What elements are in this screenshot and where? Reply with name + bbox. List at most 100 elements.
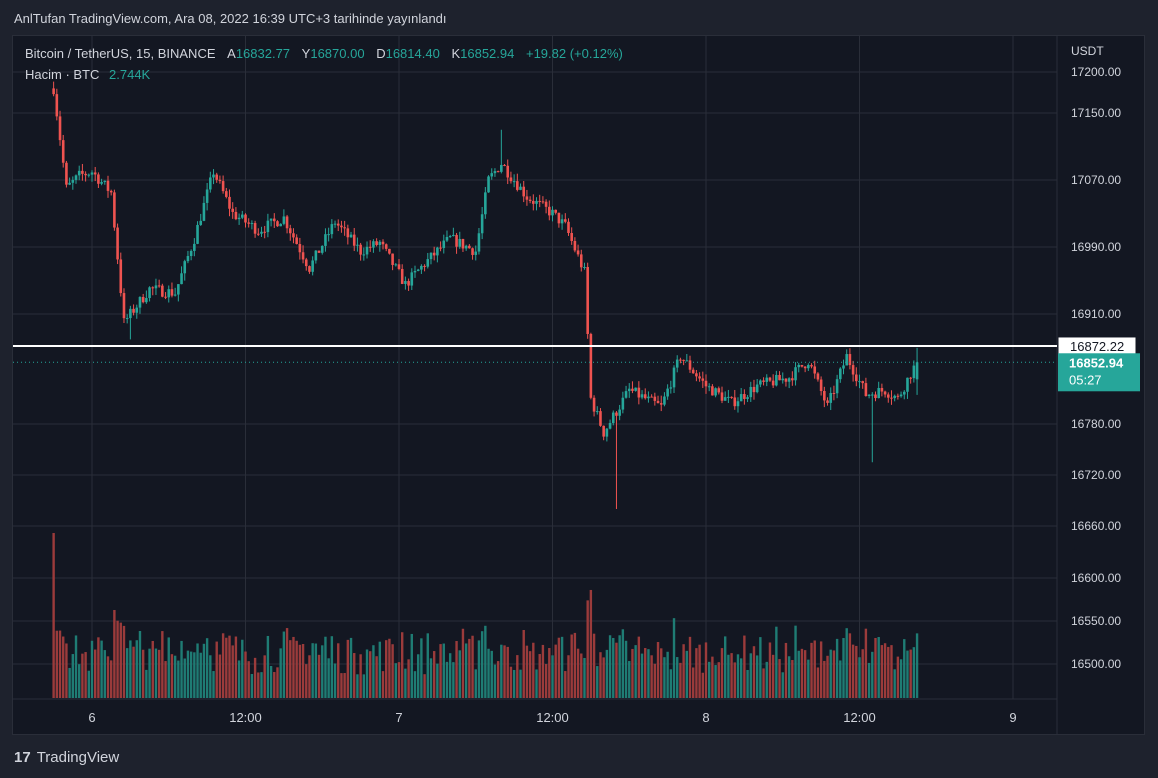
candle-body: [701, 378, 705, 381]
volume-bar: [308, 655, 311, 698]
candle-body: [506, 165, 510, 178]
candle-body: [557, 212, 561, 224]
volume-bar: [292, 636, 295, 698]
volume-bar: [62, 636, 65, 698]
candle-body: [164, 296, 167, 298]
candle-body: [397, 264, 401, 269]
volume-bar: [397, 662, 401, 698]
candle-body: [372, 241, 375, 248]
symbol-label[interactable]: Bitcoin / TetherUS, 15, BINANCE: [25, 46, 216, 61]
volume-bar: [493, 664, 497, 698]
volume-bar: [883, 643, 887, 698]
volume-bar: [775, 626, 778, 698]
volume-bar: [612, 637, 615, 698]
volume-bar: [580, 653, 583, 698]
candle-body: [503, 164, 506, 166]
candle-body: [103, 180, 107, 182]
volume-bar: [535, 669, 538, 698]
volume-bar: [135, 640, 138, 698]
volume-bar: [752, 646, 756, 698]
volume-bar: [551, 655, 554, 698]
candle-body: [496, 171, 500, 173]
volume-bar: [90, 640, 94, 698]
candle-body: [260, 231, 263, 234]
candle-body: [336, 223, 340, 226]
volume-bar: [653, 663, 657, 698]
volume-bar: [404, 668, 407, 698]
volume-bar: [416, 654, 420, 698]
candle-body: [842, 365, 845, 369]
volume-bar: [148, 648, 151, 698]
candle-body: [659, 403, 663, 405]
volume-bar: [189, 651, 193, 698]
candle-body: [548, 206, 551, 216]
volume-bar: [685, 650, 689, 698]
volume-bar: [896, 656, 900, 698]
volume-bar: [669, 669, 673, 698]
candle-body: [880, 387, 884, 392]
volume-bar: [583, 657, 586, 698]
candle-body: [468, 245, 471, 249]
volume-bar: [874, 637, 877, 698]
volume-bar: [573, 632, 577, 698]
volume-bar: [436, 663, 439, 698]
candle-body: [768, 377, 772, 381]
price-tick-label: 17150.00: [1071, 106, 1121, 120]
candle-body: [832, 393, 836, 395]
volume-bar: [688, 636, 692, 698]
volume-bar: [567, 655, 570, 698]
low-value: 16814.40: [385, 46, 440, 61]
candle-body: [288, 228, 292, 234]
candle-body: [161, 285, 164, 297]
volume-bar: [861, 649, 864, 698]
volume-bar: [129, 640, 132, 698]
volume-bar: [823, 660, 826, 698]
volume-bar: [317, 654, 321, 698]
volume-bar: [221, 633, 225, 698]
candle-body: [733, 397, 737, 407]
candle-body: [915, 362, 919, 380]
candle-body: [675, 359, 679, 368]
candle-body: [314, 250, 318, 261]
volume-bar: [877, 637, 880, 698]
volume-bar: [141, 649, 145, 698]
candle-body: [167, 289, 171, 298]
close-value: 16852.94: [460, 46, 515, 61]
time-tick-label: 12:00: [843, 710, 876, 725]
volume-bar: [663, 657, 666, 698]
volume-bar: [867, 662, 871, 698]
candle-body: [845, 354, 849, 366]
volume-bar: [145, 669, 148, 698]
candle-body: [381, 241, 385, 245]
volume-bar: [803, 650, 807, 698]
volume-bar: [253, 657, 257, 698]
open-value: 16832.77: [235, 46, 291, 61]
candle-body: [458, 239, 462, 247]
volume-bar: [391, 644, 394, 698]
volume-bar: [858, 657, 861, 698]
candle-body: [145, 298, 148, 303]
candle-body: [608, 423, 612, 429]
candle-body: [800, 364, 804, 367]
volume-bar: [704, 642, 708, 698]
candle-body: [241, 214, 244, 218]
candle-body: [643, 394, 647, 399]
candle-body: [902, 391, 906, 395]
last-price-tag: [1058, 353, 1140, 392]
volume-bar: [420, 638, 423, 698]
candle-body: [180, 273, 183, 285]
volume-bar: [557, 637, 561, 698]
volume-bar: [813, 640, 816, 698]
volume-label[interactable]: Hacim · BTC: [25, 67, 100, 82]
candle-body: [202, 202, 206, 221]
currency-unit-label[interactable]: USDT: [1071, 44, 1104, 58]
candle-body: [672, 367, 676, 388]
candlestick-chart[interactable]: 17200.00 17150.00 17070.00 16990.00 16910.00…: [13, 36, 1144, 734]
volume-bar: [723, 636, 727, 698]
candle-body: [532, 200, 535, 204]
candle-body: [778, 374, 781, 381]
volume-bar: [800, 648, 804, 698]
price-tick-label: 16500.00: [1071, 657, 1121, 671]
chart-frame[interactable]: 17200.00 17150.00 17070.00 16990.00 16910.00…: [12, 35, 1145, 735]
volume-bar: [247, 661, 250, 698]
